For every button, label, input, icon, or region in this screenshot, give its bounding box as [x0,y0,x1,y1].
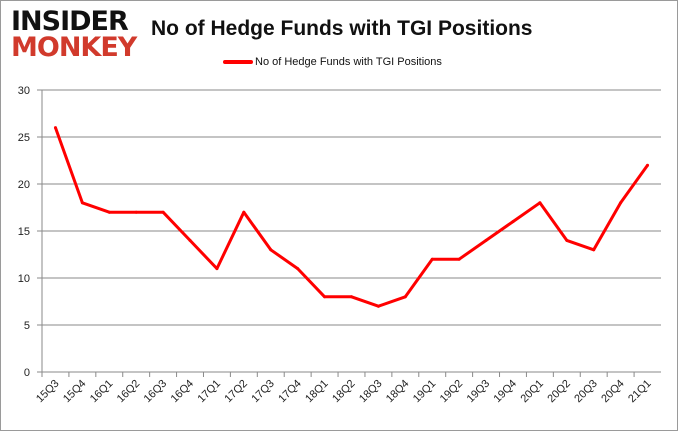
y-tick-label: 30 [18,85,30,97]
x-tick-label: 19Q2 [438,378,466,406]
y-tick-label: 5 [24,320,30,332]
x-tick-label: 18Q3 [357,378,385,406]
data-point [107,210,111,214]
x-tick-label: 16Q2 [115,378,143,406]
data-point [53,126,57,130]
data-point [538,201,542,205]
data-point [80,201,84,205]
x-tick-label: 18Q1 [303,378,331,406]
x-tick-label: 19Q4 [492,378,520,406]
data-point [646,163,650,167]
x-tick-label: 18Q4 [384,378,412,406]
x-tick-label: 17Q2 [222,378,250,406]
x-tick-label: 17Q1 [196,378,224,406]
x-tick-label: 15Q4 [61,378,89,406]
y-tick-label: 15 [18,226,30,238]
x-tick-label: 19Q1 [411,378,439,406]
y-tick-label: 10 [18,273,30,285]
insider-monkey-logo: INSIDER MONKEY [11,6,137,63]
data-point [430,257,434,261]
series-line [54,127,649,308]
x-tick-label: 20Q2 [545,378,573,406]
data-point [215,267,219,271]
x-tick-label: 16Q3 [142,378,170,406]
x-tick-label: 20Q3 [572,378,600,406]
legend-swatch [223,60,253,64]
data-point [484,238,488,242]
data-point [403,295,407,299]
y-tick-label: 25 [18,132,30,144]
data-point [323,295,327,299]
x-tick-label: 20Q4 [599,378,627,406]
data-point [457,257,461,261]
data-point [161,210,165,214]
x-tick-label: 20Q1 [518,378,546,406]
data-point [592,248,596,252]
data-point [269,248,273,252]
x-tick-label: 17Q3 [249,378,277,406]
x-tick-label: 17Q4 [276,378,304,406]
x-tick-label: 16Q4 [169,378,197,406]
x-tick-label: 18Q2 [330,378,358,406]
data-point [134,210,138,214]
data-point [350,295,353,299]
x-tick-label: 21Q1 [626,378,654,406]
data-point [188,238,192,242]
x-tick-label: 19Q3 [465,378,493,406]
data-point [619,201,623,205]
legend: No of Hedge Funds with TGI Positions [223,56,442,68]
y-tick-label: 20 [18,179,30,191]
logo-line1: INSIDER [11,6,129,37]
data-point [511,220,515,224]
data-point [376,304,380,308]
data-point [242,210,246,214]
chart-title: No of Hedge Funds with TGI Positions [151,17,533,40]
x-tick-label: 16Q1 [88,378,116,406]
x-tick-label: 15Q3 [34,378,62,406]
data-point [296,267,300,271]
y-tick-label: 0 [24,367,30,379]
legend-label: No of Hedge Funds with TGI Positions [255,56,442,68]
data-point [565,238,569,242]
logo-line2: MONKEY [11,32,137,63]
